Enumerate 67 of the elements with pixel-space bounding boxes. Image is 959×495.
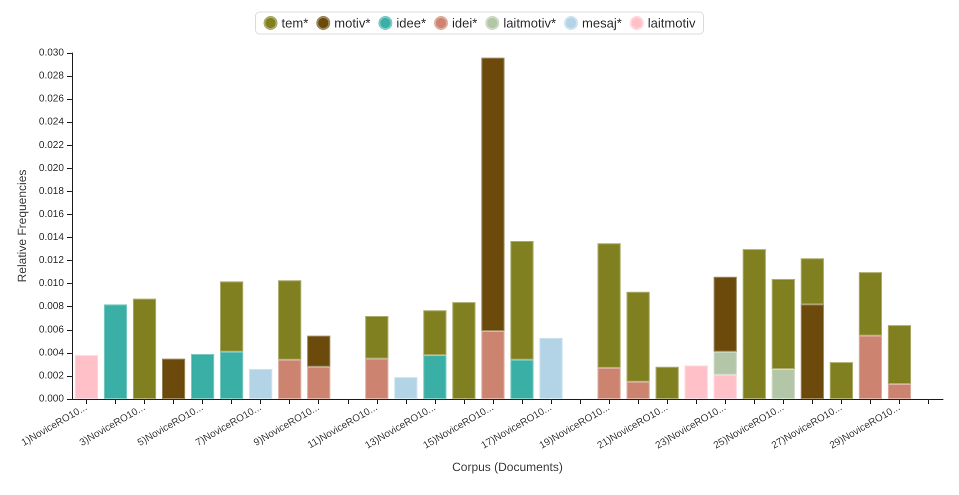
y-tick-label: 0.006: [38, 324, 64, 336]
legend-label: idee*: [396, 16, 426, 30]
y-tick-label: 0.028: [38, 70, 64, 82]
bar: [597, 368, 621, 399]
y-tick-label: 0.018: [38, 186, 64, 197]
bar: [626, 292, 650, 382]
y-tick-label: 0.012: [38, 255, 64, 266]
y-axis-title: Relative Frequencies: [15, 170, 29, 282]
bar: [742, 249, 766, 399]
bar: [481, 58, 505, 331]
bar: [307, 366, 330, 399]
bar: [132, 298, 156, 399]
bar: [888, 325, 912, 384]
y-tick-label: 0.008: [38, 301, 64, 312]
legend-label: tem*: [282, 16, 308, 30]
bar: [104, 304, 128, 399]
bar: [800, 258, 824, 304]
legend-label: mesaj*: [582, 16, 622, 30]
bar: [539, 338, 563, 399]
x-axis-title: Corpus (Documents): [452, 460, 563, 474]
y-tick-label: 0.030: [38, 48, 64, 58]
y-tick-label: 0.024: [38, 116, 64, 128]
bar: [800, 304, 824, 399]
bar: [597, 243, 621, 368]
bar: [684, 366, 708, 399]
bar: [772, 369, 795, 399]
bar: [423, 355, 446, 399]
y-tick-label: 0.022: [38, 140, 64, 151]
bar: [830, 362, 853, 399]
bar: [481, 330, 505, 399]
bar: [278, 360, 302, 399]
legend-label: laitmotiv*: [503, 16, 556, 30]
legend-label: laitmotiv: [648, 16, 696, 30]
bar: [365, 358, 388, 399]
bar: [772, 279, 795, 370]
bar: [307, 336, 330, 367]
bar: [714, 276, 737, 352]
bar: [278, 280, 302, 360]
y-tick-label: 0.000: [38, 394, 64, 404]
bar: [220, 352, 244, 399]
bar: [858, 336, 882, 399]
bar: [510, 240, 534, 360]
bar: [423, 310, 446, 356]
y-tick-label: 0.020: [38, 162, 64, 174]
y-tick-label: 0.010: [38, 278, 64, 290]
bar: [714, 352, 737, 375]
y-tick-label: 0.016: [38, 208, 64, 220]
bar: [452, 302, 476, 399]
y-tick-label: 0.004: [38, 347, 64, 358]
bar: [220, 281, 244, 352]
bar: [190, 354, 214, 399]
bar: [162, 358, 186, 399]
bar: [365, 316, 388, 359]
bar: [74, 355, 98, 399]
bar: [888, 384, 912, 399]
bar: [858, 272, 882, 336]
y-tick-label: 0.014: [38, 232, 64, 244]
y-tick-label: 0.002: [38, 370, 64, 382]
bar: [394, 377, 418, 399]
bar: [249, 369, 272, 399]
bar: [510, 360, 534, 399]
legend-label: idei*: [452, 16, 478, 30]
legend-label: motiv*: [334, 16, 370, 30]
bar: [714, 374, 737, 399]
y-tick-label: 0.026: [38, 94, 64, 105]
bar: [656, 366, 679, 399]
bar: [626, 382, 650, 399]
